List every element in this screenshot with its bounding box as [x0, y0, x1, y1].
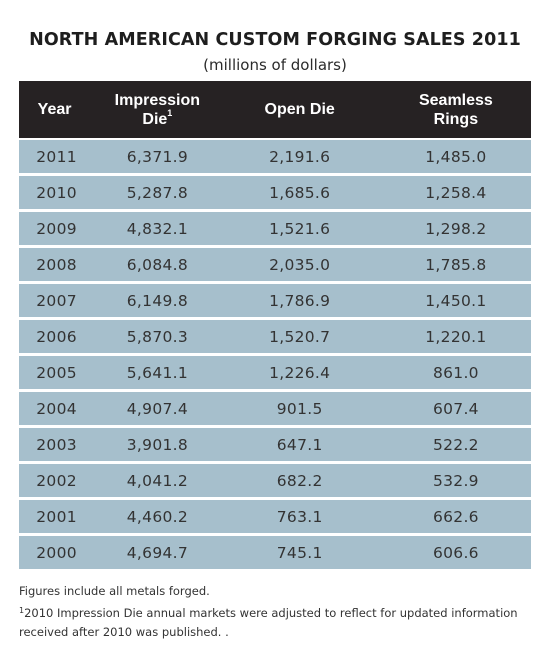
- cell-impression-die: 5,641.1: [126, 363, 189, 382]
- cell-year: 2000: [36, 543, 77, 562]
- cell-year: 2008: [36, 255, 77, 274]
- header-seamless-line1: Seamless: [418, 91, 493, 109]
- cell-impression-die: 6,371.9: [126, 147, 189, 166]
- cell-year: 2004: [36, 399, 77, 418]
- cell-year: 2001: [36, 507, 77, 526]
- table-title: NORTH AMERICAN CUSTOM FORGING SALES 2011: [29, 30, 521, 50]
- cell-open-die: 1,520.7: [269, 327, 331, 346]
- cell-year: 2005: [36, 363, 77, 382]
- footnote-line1: 12010 Impression Die annual markets were…: [19, 606, 518, 620]
- cell-open-die: 1,786.9: [269, 291, 331, 310]
- table-header: Year Impression Die1 Open Die Seamless R…: [19, 81, 531, 138]
- table-row: 2007 6,149.8 1,786.9 1,450.1: [19, 284, 531, 317]
- cell-year: 2009: [36, 219, 77, 238]
- cell-year: 2007: [36, 291, 77, 310]
- table-row: 2008 6,084.8 2,035.0 1,785.8: [19, 248, 531, 281]
- forging-sales-table: Year Impression Die1 Open Die Seamless R…: [19, 81, 531, 569]
- cell-impression-die: 4,694.7: [126, 543, 189, 562]
- table-row: 2005 5,641.1 1,226.4 861.0: [19, 356, 531, 389]
- cell-seamless-rings: 522.2: [432, 435, 479, 454]
- table-subtitle: (millions of dollars): [203, 56, 347, 74]
- header-seamless-rings: Seamless Rings: [375, 91, 531, 129]
- footnote-text-line1: 2010 Impression Die annual markets were …: [24, 606, 518, 620]
- header-seamless-line2: Rings: [433, 110, 479, 128]
- table-body: 2011 6,371.9 2,191.6 1,485.0 2010 5,287.8 1,68…: [19, 140, 531, 569]
- cell-open-die: 1,685.6: [269, 183, 331, 202]
- header-impression-footnote-mark: 1: [167, 108, 173, 119]
- cell-open-die: 2,035.0: [269, 255, 331, 274]
- header-year: Year: [37, 101, 72, 118]
- table-row: 2006 5,870.3 1,520.7 1,220.1: [19, 320, 531, 353]
- header-impression-line1: Impression: [114, 91, 201, 109]
- header-impression-die: Impression Die1: [90, 91, 224, 129]
- footnote-line2: received after 2010 was published. .: [19, 625, 229, 639]
- cell-year: 2003: [36, 435, 77, 454]
- cell-seamless-rings: 1,298.2: [425, 219, 487, 238]
- cell-seamless-rings: 606.6: [432, 543, 479, 562]
- cell-year: 2011: [36, 147, 77, 166]
- cell-impression-die: 4,832.1: [126, 219, 189, 238]
- cell-seamless-rings: 1,258.4: [425, 183, 487, 202]
- cell-open-die: 682.2: [276, 471, 323, 490]
- cell-open-die: 647.1: [276, 435, 323, 454]
- cell-seamless-rings: 1,485.0: [425, 147, 487, 166]
- cell-open-die: 2,191.6: [269, 147, 331, 166]
- cell-impression-die: 5,870.3: [126, 327, 189, 346]
- cell-year: 2010: [36, 183, 77, 202]
- header-open-die: Open Die: [264, 101, 335, 118]
- cell-open-die: 1,226.4: [269, 363, 331, 382]
- table-row: 2002 4,041.2 682.2 532.9: [19, 464, 531, 497]
- cell-seamless-rings: 861.0: [432, 363, 479, 382]
- cell-seamless-rings: 1,450.1: [425, 291, 487, 310]
- table-row: 2010 5,287.8 1,685.6 1,258.4: [19, 176, 531, 209]
- cell-seamless-rings: 1,220.1: [425, 327, 487, 346]
- note-metals: Figures include all metals forged.: [19, 584, 210, 598]
- cell-impression-die: 4,460.2: [126, 507, 189, 526]
- cell-year: 2002: [36, 471, 77, 490]
- table-row: 2000 4,694.7 745.1 606.6: [19, 536, 531, 569]
- cell-seamless-rings: 532.9: [432, 471, 479, 490]
- table-row: 2009 4,832.1 1,521.6 1,298.2: [19, 212, 531, 245]
- cell-year: 2006: [36, 327, 77, 346]
- table-row: 2011 6,371.9 2,191.6 1,485.0: [19, 140, 531, 173]
- cell-seamless-rings: 662.6: [432, 507, 479, 526]
- table-row: 2001 4,460.2 763.1 662.6: [19, 500, 531, 533]
- cell-seamless-rings: 1,785.8: [425, 255, 487, 274]
- table-row: 2004 4,907.4 901.5 607.4: [19, 392, 531, 425]
- cell-seamless-rings: 607.4: [432, 399, 479, 418]
- cell-open-die: 745.1: [276, 543, 323, 562]
- cell-open-die: 1,521.6: [269, 219, 331, 238]
- cell-impression-die: 6,149.8: [126, 291, 189, 310]
- cell-open-die: 901.5: [276, 399, 323, 418]
- cell-impression-die: 4,907.4: [126, 399, 189, 418]
- cell-impression-die: 5,287.8: [126, 183, 189, 202]
- footnote-mark: 1: [19, 606, 25, 615]
- cell-impression-die: 6,084.8: [126, 255, 189, 274]
- header-impression-line2: Die: [142, 110, 168, 128]
- cell-impression-die: 3,901.8: [126, 435, 189, 454]
- cell-open-die: 763.1: [276, 507, 323, 526]
- table-row: 2003 3,901.8 647.1 522.2: [19, 428, 531, 461]
- cell-impression-die: 4,041.2: [126, 471, 189, 490]
